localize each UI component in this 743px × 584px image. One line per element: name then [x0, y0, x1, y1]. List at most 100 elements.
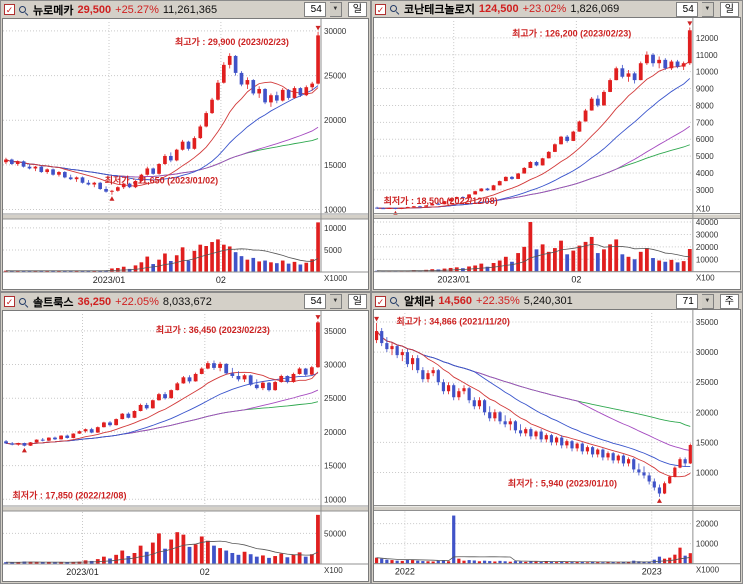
stock-name: 뉴로메카	[33, 4, 74, 17]
panel-header: ✓ 솔트룩스 36,250 +22.05% 8,033,672 54 ▼ 일	[1, 293, 370, 310]
svg-text:10000: 10000	[696, 469, 719, 478]
svg-text:10000: 10000	[696, 68, 719, 77]
search-icon[interactable]	[19, 5, 29, 15]
svg-text:30000: 30000	[696, 348, 719, 357]
svg-text:5000: 5000	[696, 152, 714, 161]
stock-trade-volume: 11,261,365	[162, 3, 218, 16]
svg-text:X1000: X1000	[324, 274, 348, 283]
svg-text:최저가 : 11,650 (2023/01/02): 최저가 : 11,650 (2023/01/02)	[105, 174, 218, 185]
period-count-input[interactable]: 71	[675, 293, 698, 309]
svg-text:25000: 25000	[696, 378, 719, 387]
svg-text:20000: 20000	[696, 520, 719, 529]
period-dropdown-icon[interactable]: ▼	[329, 294, 342, 309]
panel-header: ✓ 뉴로메카 29,500 +25.27% 11,261,365 54 ▼ 일	[1, 1, 370, 18]
candlestick-volume-chart[interactable]: 12000 11000 10000 9000 8000 7000 6000 5000 4000 3…	[374, 18, 740, 289]
chart-area: 35000 30000 25000 20000 15000 10000 50000 2023/…	[2, 310, 369, 582]
svg-text:최저가 : 17,850 (2022/12/08): 최저가 : 17,850 (2022/12/08)	[13, 489, 127, 500]
chart-area: 12000 11000 10000 9000 8000 7000 6000 5000 4000 3…	[373, 17, 741, 290]
checkbox-icon[interactable]: ✓	[375, 295, 386, 307]
timeframe-button[interactable]: 일	[347, 2, 367, 17]
svg-text:10000: 10000	[324, 495, 347, 504]
stock-trade-volume: 1,826,069	[570, 3, 620, 16]
period-dropdown-icon[interactable]: ▼	[701, 293, 714, 309]
svg-text:2023/01: 2023/01	[66, 567, 99, 577]
period-count-input[interactable]: 54	[303, 2, 326, 17]
stock-name: 코난테크놀로지	[404, 4, 475, 17]
svg-text:12000: 12000	[696, 34, 719, 43]
svg-text:10000: 10000	[696, 256, 719, 265]
svg-text:20000: 20000	[696, 243, 719, 252]
stock-price: 124,500	[478, 3, 519, 16]
timeframe-button[interactable]: 일	[719, 1, 739, 17]
stock-price: 36,250	[77, 295, 112, 308]
svg-text:2022: 2022	[395, 567, 415, 577]
svg-text:50000: 50000	[324, 529, 347, 538]
stock-chart-panel-alchera: ✓ 알체라 14,560 +22.35% 5,240,301 71 ▼ 주 35…	[371, 292, 743, 584]
svg-text:10000: 10000	[696, 540, 719, 549]
svg-text:20000: 20000	[696, 409, 719, 418]
svg-text:8000: 8000	[696, 102, 714, 111]
svg-text:15000: 15000	[696, 439, 719, 448]
svg-text:최고가 : 34,866 (2021/11/20): 최고가 : 34,866 (2021/11/20)	[396, 316, 510, 327]
svg-text:30000: 30000	[324, 27, 347, 36]
search-icon[interactable]	[19, 297, 29, 307]
period-count-input[interactable]: 54	[303, 294, 326, 309]
svg-text:X100: X100	[696, 274, 715, 283]
stock-change-percent: +22.35%	[476, 295, 520, 308]
svg-text:35000: 35000	[696, 318, 719, 327]
svg-text:25000: 25000	[324, 72, 347, 81]
stock-trade-volume: 8,033,672	[162, 295, 212, 308]
svg-text:최고가 : 29,900 (2023/02/23): 최고가 : 29,900 (2023/02/23)	[175, 36, 289, 47]
svg-text:최저가 : 18,500 (2022/12/08): 최저가 : 18,500 (2022/12/08)	[384, 195, 498, 206]
svg-text:7000: 7000	[696, 119, 714, 128]
search-icon[interactable]	[390, 4, 400, 14]
svg-text:2023/01: 2023/01	[93, 275, 126, 285]
stock-name: 솔트룩스	[33, 296, 74, 309]
stock-price: 14,560	[438, 295, 473, 308]
svg-text:02: 02	[200, 567, 210, 577]
svg-text:10000: 10000	[324, 206, 347, 215]
period-dropdown-icon[interactable]: ▼	[701, 1, 714, 17]
svg-text:X10: X10	[696, 205, 711, 214]
panel-header: ✓ 알체라 14,560 +22.35% 5,240,301 71 ▼ 주	[372, 293, 742, 309]
svg-text:15000: 15000	[324, 462, 347, 471]
checkbox-icon[interactable]: ✓	[4, 4, 15, 15]
svg-text:20000: 20000	[324, 116, 347, 125]
svg-text:3000: 3000	[696, 186, 714, 195]
panel-header: ✓ 코난테크놀로지 124,500 +23.02% 1,826,069 54 ▼…	[372, 1, 742, 17]
svg-text:최고가 : 126,200 (2023/02/23): 최고가 : 126,200 (2023/02/23)	[512, 28, 631, 39]
period-dropdown-icon[interactable]: ▼	[329, 2, 342, 17]
svg-text:5000: 5000	[324, 246, 342, 255]
checkbox-icon[interactable]: ✓	[4, 296, 15, 307]
stock-chart-panel-saltlux: ✓ 솔트룩스 36,250 +22.05% 8,033,672 54 ▼ 일 3…	[0, 292, 371, 584]
candlestick-volume-chart[interactable]: 30000 25000 20000 15000 10000 10000 5000 2023/0…	[3, 19, 368, 289]
svg-text:4000: 4000	[696, 169, 714, 178]
stock-change-percent: +23.02%	[522, 3, 567, 16]
svg-text:2023: 2023	[642, 567, 662, 577]
stock-change-percent: +22.05%	[115, 295, 159, 308]
svg-text:X1000: X1000	[696, 566, 720, 575]
svg-text:15000: 15000	[324, 161, 347, 170]
svg-text:11000: 11000	[696, 51, 718, 60]
stock-change-percent: +25.27%	[115, 3, 159, 16]
svg-text:20000: 20000	[324, 428, 347, 437]
stock-chart-panel-neuromeka: ✓ 뉴로메카 29,500 +25.27% 11,261,365 54 ▼ 일 …	[0, 0, 371, 292]
candlestick-volume-chart[interactable]: 35000 30000 25000 20000 15000 10000 20000 10000…	[374, 310, 740, 581]
svg-text:10000: 10000	[324, 224, 347, 233]
svg-text:25000: 25000	[324, 394, 347, 403]
stock-chart-panel-konantech: ✓ 코난테크놀로지 124,500 +23.02% 1,826,069 54 ▼…	[371, 0, 743, 292]
timeframe-button[interactable]: 일	[347, 294, 367, 309]
period-count-input[interactable]: 54	[675, 1, 698, 17]
svg-text:최저가 : 5,940 (2023/01/10): 최저가 : 5,940 (2023/01/10)	[508, 478, 617, 489]
search-icon[interactable]	[390, 296, 400, 306]
checkbox-icon[interactable]: ✓	[375, 3, 386, 15]
chart-area: 30000 25000 20000 15000 10000 10000 5000 2023/0…	[2, 18, 369, 290]
svg-text:6000: 6000	[696, 135, 714, 144]
svg-text:30000: 30000	[696, 231, 719, 240]
svg-text:2023/01: 2023/01	[437, 275, 470, 285]
svg-text:40000: 40000	[696, 218, 719, 227]
timeframe-button[interactable]: 주	[719, 293, 739, 309]
stock-trade-volume: 5,240,301	[523, 295, 573, 308]
candlestick-volume-chart[interactable]: 35000 30000 25000 20000 15000 10000 50000 2023/…	[3, 311, 368, 581]
